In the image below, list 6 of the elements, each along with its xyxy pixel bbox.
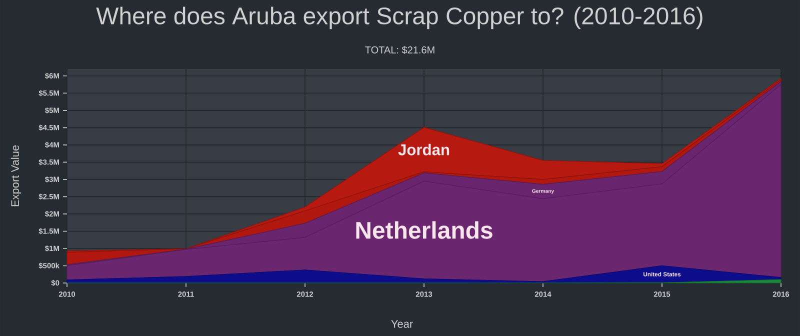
series-label: Netherlands <box>356 221 492 239</box>
chart-title: Where does Aruba export Scrap Copper to? (2010-2016) <box>96 6 702 30</box>
series-label: Jordan <box>398 144 450 156</box>
y-axis-title: Export Value <box>10 145 22 206</box>
x-axis-title: Year <box>391 320 413 328</box>
chart-subtitle: TOTAL: $21.6M <box>365 46 434 54</box>
